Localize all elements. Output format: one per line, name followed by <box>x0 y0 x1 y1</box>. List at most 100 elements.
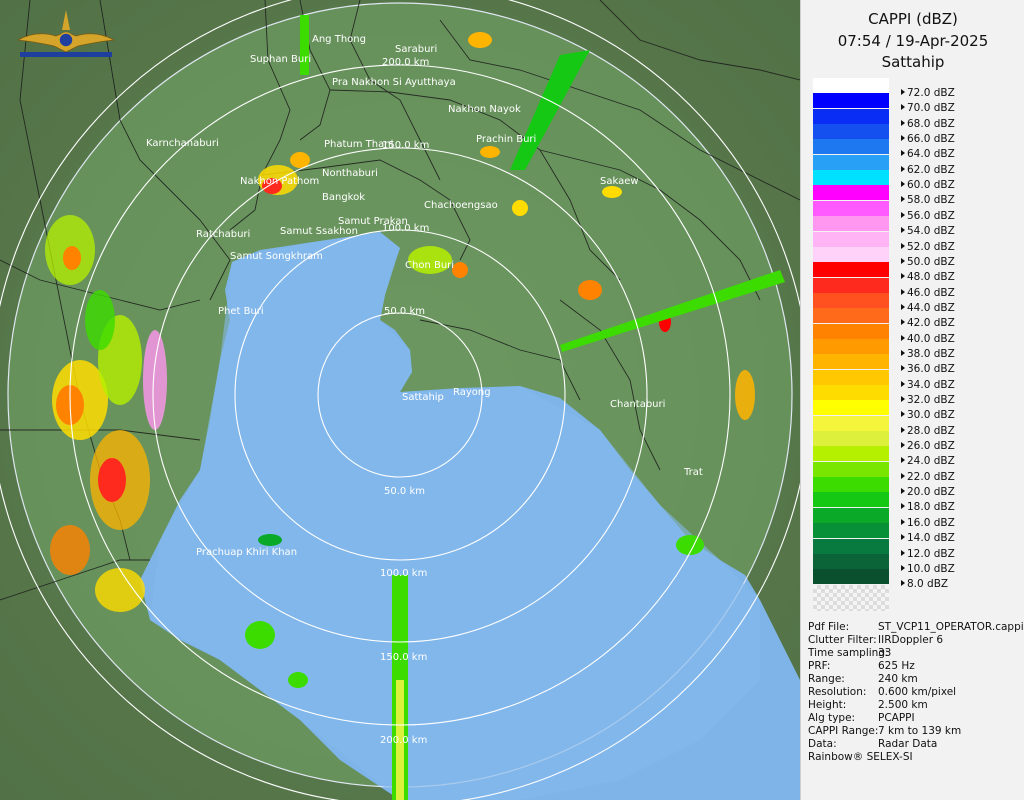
legend-swatch <box>813 338 889 354</box>
legend-label: 64.0 dBZ <box>901 148 955 160</box>
legend-label: 54.0 dBZ <box>901 225 955 237</box>
metadata-key: Time sampling: <box>808 647 889 659</box>
legend-label: 44.0 dBZ <box>901 302 955 314</box>
metadata-row: Data: Radar Data <box>808 738 1023 751</box>
metadata-row: Height: 2.500 km <box>808 699 1023 712</box>
city-label: Trat <box>683 467 703 478</box>
legend-label: 38.0 dBZ <box>901 348 955 360</box>
city-label: Samut Ssakhon <box>280 226 358 237</box>
legend-swatch <box>813 538 889 554</box>
city-label: Bangkok <box>322 192 365 203</box>
legend-label: 46.0 dBZ <box>901 287 955 299</box>
metadata-row: Time sampling: 33 <box>808 647 1023 660</box>
legend-label: 68.0 dBZ <box>901 118 955 130</box>
site-label: Sattahip <box>881 53 945 71</box>
legend-swatch <box>813 93 889 109</box>
legend-label: 14.0 dBZ <box>901 532 955 544</box>
ring-label-200: 200.0 km <box>380 735 427 746</box>
legend-label: 52.0 dBZ <box>901 241 955 253</box>
metadata-key: Alg type: <box>808 712 856 724</box>
metadata-key: Data: <box>808 738 837 750</box>
metadata-row: Pdf File: ST_VCP11_OPERATOR.cappi <box>808 621 1023 634</box>
ring-label-100-north: 100.0 km <box>382 223 429 234</box>
legend-label: 26.0 dBZ <box>901 440 955 452</box>
metadata-value: ST_VCP11_OPERATOR.cappi <box>878 621 1023 633</box>
city-labels: Ang Thong Saraburi Suphan Buri Pra Nakho… <box>146 34 703 558</box>
ring-label-100: 100.0 km <box>380 568 427 579</box>
legend-label: 16.0 dBZ <box>901 517 955 529</box>
legend-swatch <box>813 200 889 216</box>
legend-label: 24.0 dBZ <box>901 455 955 467</box>
legend-label: 58.0 dBZ <box>901 194 955 206</box>
metadata-value: 625 Hz <box>878 660 915 672</box>
legend-swatch <box>813 569 889 585</box>
city-label: Nonthaburi <box>322 168 378 179</box>
metadata-table: Pdf File: ST_VCP11_OPERATOR.cappi Clutter … <box>808 621 1023 764</box>
legend-swatch <box>813 431 889 447</box>
metadata-value: Radar Data <box>878 738 938 750</box>
legend-label: 40.0 dBZ <box>901 333 955 345</box>
city-label: Prachuap Khiri Khan <box>196 547 297 558</box>
legend-nodata-swatch <box>813 584 889 611</box>
legend-swatch <box>813 415 889 431</box>
metadata-row: Clutter Filter: IIRDoppler 6 <box>808 634 1023 647</box>
city-label: Ratchaburi <box>196 229 250 240</box>
city-label: Sakaew <box>600 176 639 187</box>
city-label: Chantaburi <box>610 399 665 410</box>
legend-swatch <box>813 154 889 170</box>
metadata-value: PCAPPI <box>878 712 915 724</box>
legend-label: 42.0 dBZ <box>901 317 955 329</box>
ring-label-50-north: 50.0 km <box>384 306 425 317</box>
city-label: Rayong <box>453 387 491 398</box>
metadata-value: 240 km <box>878 673 918 685</box>
metadata-row: Resolution: 0.600 km/pixel <box>808 686 1023 699</box>
legend-label: 34.0 dBZ <box>901 379 955 391</box>
city-label: Pra Nakhon Si Ayutthaya <box>332 77 456 88</box>
radar-map: 50.0 km 100.0 km 150.0 km 200.0 km 50.0 … <box>0 0 800 800</box>
legend-swatch <box>813 216 889 232</box>
metadata-row: Range: 240 km <box>808 673 1023 686</box>
legend-label: 60.0 dBZ <box>901 179 955 191</box>
legend-label: 32.0 dBZ <box>901 394 955 406</box>
metadata-row: CAPPI Range: 7 km to 139 km <box>808 725 1023 738</box>
city-label: Sattahip <box>402 392 444 403</box>
legend-swatch <box>813 170 889 186</box>
city-label: Phatum Thani <box>324 139 393 150</box>
city-label: Samut Songkhram <box>230 251 323 262</box>
city-label: Nakhon Nayok <box>448 104 521 115</box>
metadata-value: 0.600 km/pixel <box>878 686 957 698</box>
legend-swatch <box>813 292 889 308</box>
legend-label: 56.0 dBZ <box>901 210 955 222</box>
range-rings <box>0 0 800 800</box>
legend-swatch <box>813 262 889 278</box>
vendor-footer: Rainbow® SELEX-SI <box>808 751 913 763</box>
legend-label: 48.0 dBZ <box>901 271 955 283</box>
legend-swatch <box>813 139 889 155</box>
info-panel: CAPPI (dBZ) 07:54 / 19-Apr-2025 Sattahip… <box>800 0 1024 800</box>
legend-swatch <box>813 277 889 293</box>
city-label: Phet Buri <box>218 306 264 317</box>
ring-label-200-north: 200.0 km <box>382 57 429 68</box>
city-label: Saraburi <box>395 44 437 55</box>
legend-swatch <box>813 446 889 462</box>
legend-swatch <box>813 354 889 370</box>
ring-label-50: 50.0 km <box>384 486 425 497</box>
legend-swatch <box>813 124 889 140</box>
legend-swatch <box>813 185 889 201</box>
metadata-key: Height: <box>808 699 847 711</box>
legend-swatch <box>813 385 889 400</box>
legend-swatch <box>813 477 889 493</box>
legend-label: 22.0 dBZ <box>901 471 955 483</box>
legend-swatch <box>813 461 889 477</box>
metadata-key: Range: <box>808 673 845 685</box>
city-label: Chachoengsao <box>424 200 498 211</box>
city-label: Prachin Buri <box>476 134 536 145</box>
legend-swatch <box>813 308 889 324</box>
legend-swatch <box>813 523 889 539</box>
city-label: Chon Buri <box>405 260 454 271</box>
legend-label: 70.0 dBZ <box>901 102 955 114</box>
legend-label: 50.0 dBZ <box>901 256 955 268</box>
legend-swatch <box>813 492 889 508</box>
legend-label: 18.0 dBZ <box>901 501 955 513</box>
legend-swatch <box>813 553 889 569</box>
